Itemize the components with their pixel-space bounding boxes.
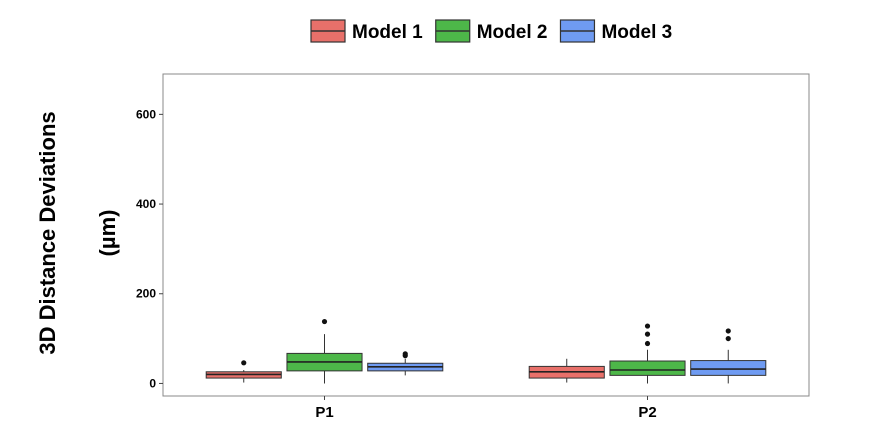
y-tick-label: 200	[136, 287, 156, 301]
outlier-point	[644, 323, 651, 329]
outlier-point	[725, 335, 731, 342]
y-axis-label-line-1: 3D Distance Deviations	[35, 111, 60, 354]
boxplot	[286, 318, 363, 384]
boxplot	[367, 351, 444, 376]
outlier-point	[321, 318, 328, 325]
y-tick-label: 0	[149, 376, 156, 390]
x-axis: P1 P2	[315, 396, 657, 421]
boxplot	[205, 360, 282, 383]
boxplot	[609, 323, 686, 384]
x-tick-label: P1	[315, 404, 333, 421]
legend-item: Model 3	[559, 19, 672, 43]
y-tick-label: 600	[136, 107, 156, 121]
legend: Model 1 Model 2 Model 3	[310, 19, 672, 43]
outlier-point	[644, 331, 651, 337]
outlier-point	[241, 360, 247, 366]
legend-item: Model 1	[310, 19, 423, 43]
x-tick-label: P2	[638, 404, 656, 421]
legend-label: Model 2	[477, 22, 548, 43]
legend-label: Model 1	[352, 22, 423, 43]
boxplot	[528, 358, 605, 383]
box	[609, 360, 686, 376]
outlier-point	[644, 340, 651, 347]
y-axis-label-line-2: (µm)	[95, 210, 120, 257]
outlier-point	[402, 351, 408, 357]
box	[690, 360, 767, 376]
plot-panel	[162, 73, 810, 397]
boxplots	[205, 318, 767, 384]
legend-item: Model 2	[435, 19, 548, 43]
y-tick-label: 400	[136, 197, 156, 211]
y-axis-label: 3D Distance Deviations (µm)	[35, 111, 120, 354]
outlier-point	[725, 328, 731, 334]
y-axis: 0 200 400 600	[136, 107, 163, 390]
boxplot	[690, 328, 767, 384]
legend-label: Model 3	[601, 22, 672, 43]
